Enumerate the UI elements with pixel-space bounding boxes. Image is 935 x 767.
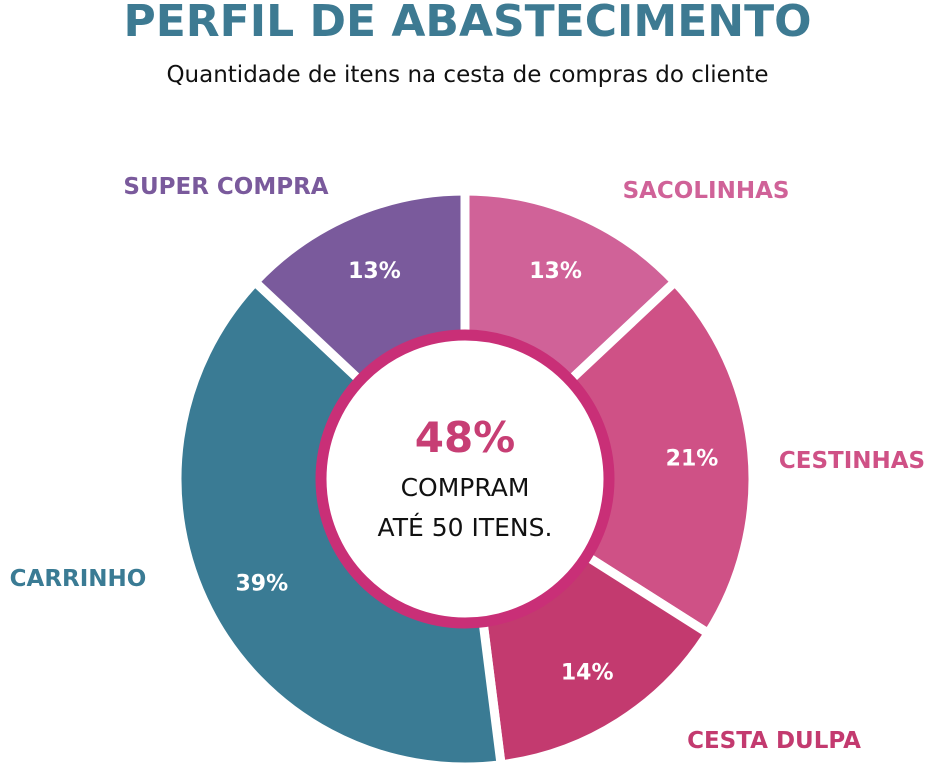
chart-subtitle: Quantidade de itens na cesta de compras … xyxy=(166,62,769,88)
slice-value-label: 21% xyxy=(666,447,719,472)
category-labels: SACOLINHAS CESTINHAS CESTA DULPA CARRINHO SU… xyxy=(10,174,925,754)
slice-value-labels: 13% 21% 14% 39% 13% xyxy=(236,259,719,686)
center-ring xyxy=(315,329,615,629)
chart-title: PERFIL DE ABASTECIMENTO xyxy=(123,0,812,47)
category-label: SACOLINHAS xyxy=(623,178,790,204)
category-label: CESTINHAS xyxy=(779,448,925,474)
category-label: SUPER COMPRA xyxy=(123,174,328,200)
category-label: CARRINHO xyxy=(10,566,147,592)
center-percentage: 48% xyxy=(415,413,516,462)
slice-value-label: 39% xyxy=(236,572,289,597)
center-text-line1: COMPRAM xyxy=(401,473,530,502)
center-text-line2: ATÉ 50 ITENS. xyxy=(378,513,553,542)
slice-value-label: 13% xyxy=(348,259,401,284)
slice-value-label: 14% xyxy=(561,661,614,686)
slice-value-label: 13% xyxy=(529,259,582,284)
category-label: CESTA DULPA xyxy=(687,728,861,754)
